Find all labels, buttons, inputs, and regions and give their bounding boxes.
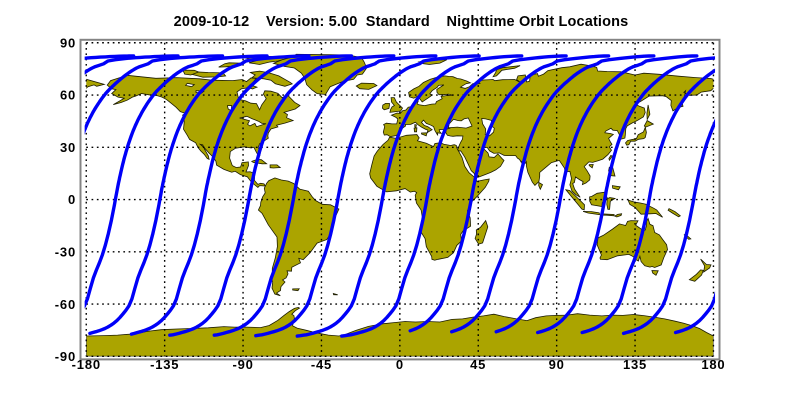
- svg-text:0: 0: [68, 192, 76, 207]
- svg-text:180: 180: [701, 357, 725, 372]
- svg-text:135: 135: [623, 357, 647, 372]
- svg-text:45: 45: [470, 357, 486, 372]
- svg-text:2009-10-12 Version: 5.00 S: 2009-10-12 Version: 5.00 Standard Nightt…: [174, 14, 629, 30]
- svg-text:-90: -90: [55, 349, 76, 364]
- svg-text:-60: -60: [55, 297, 76, 312]
- svg-text:-45: -45: [311, 357, 332, 372]
- svg-text:30: 30: [60, 140, 76, 155]
- svg-text:-180: -180: [72, 357, 101, 372]
- svg-text:90: 90: [549, 357, 565, 372]
- svg-text:90: 90: [60, 36, 76, 51]
- svg-text:-90: -90: [232, 357, 253, 372]
- svg-text:-135: -135: [150, 357, 179, 372]
- svg-text:-30: -30: [55, 245, 76, 260]
- svg-text:0: 0: [396, 357, 404, 372]
- svg-text:60: 60: [60, 88, 76, 103]
